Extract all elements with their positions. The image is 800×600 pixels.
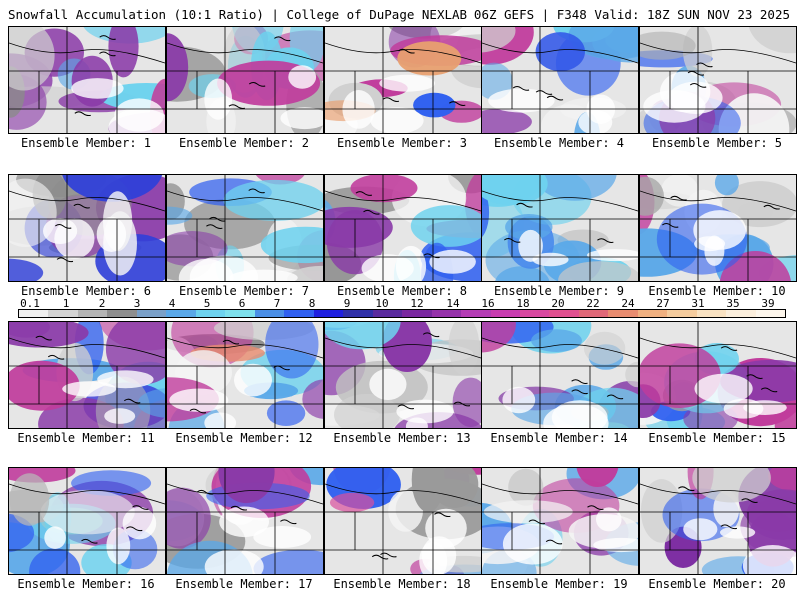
ensemble-member-map: [639, 467, 797, 575]
ensemble-member-map: [639, 321, 797, 429]
ensemble-member-label: Ensemble Member: 8: [336, 284, 468, 298]
ensemble-member-map: [324, 467, 482, 575]
colorbar-segment: [372, 310, 403, 317]
ensemble-member-label: Ensemble Member: 17: [175, 577, 313, 591]
ensemble-member-label: Ensemble Member: 7: [178, 284, 310, 298]
ensemble-member-map: [8, 467, 166, 575]
ensemble-member-map: [324, 26, 482, 134]
colorbar-segment: [578, 310, 609, 317]
colorbar-segment: [48, 310, 78, 317]
colorbar-tick-label: 24: [621, 297, 635, 310]
ensemble-member-label: Ensemble Member: 11: [17, 431, 155, 445]
colorbar-tick-label: 8: [308, 297, 316, 310]
ensemble-member-map: [166, 26, 324, 134]
colorbar-segment: [608, 310, 638, 317]
colorbar-segment: [225, 310, 255, 317]
model-run-info: 06Z GEFS | F348 Valid: 18Z SUN NOV 23 20…: [473, 7, 790, 22]
ensemble-member-map: [166, 321, 324, 429]
ensemble-member-label: Ensemble Member: 4: [493, 136, 625, 150]
colorbar-tick-label: 22: [586, 297, 600, 310]
ensemble-member-map: [324, 174, 482, 282]
colorbar-segment: [343, 310, 373, 317]
ensemble-member-label: Ensemble Member: 6: [20, 284, 152, 298]
colorbar-tick-label: 5: [203, 297, 211, 310]
ensemble-member-label: Ensemble Member: 1: [20, 136, 152, 150]
ensemble-member-label: Ensemble Member: 10: [648, 284, 786, 298]
colorbar-segment: [519, 310, 550, 317]
colorbar-segment: [195, 310, 226, 317]
ensemble-member-label: Ensemble Member: 2: [178, 136, 310, 150]
colorbar-segment: [136, 310, 167, 317]
colorbar-tick-label: 16: [481, 297, 495, 310]
colorbar-segment: [254, 310, 285, 317]
colorbar-tick-label: 0.1: [20, 297, 40, 310]
colorbar-segment: [107, 310, 137, 317]
colorbar-tick-label: 27: [656, 297, 670, 310]
colorbar-segment: [637, 310, 668, 317]
colorbar-segment: [726, 310, 756, 317]
colorbar-tick-label: 18: [516, 297, 530, 310]
ensemble-member-label: Ensemble Member: 18: [333, 577, 471, 591]
ensemble-member-label: Ensemble Member: 13: [333, 431, 471, 445]
ensemble-member-map: [8, 174, 166, 282]
colorbar-tick-label: 31: [691, 297, 705, 310]
ensemble-member-label: Ensemble Member: 16: [17, 577, 155, 591]
colorbar-tick-label: 14: [446, 297, 460, 310]
colorbar-segment: [696, 310, 727, 317]
colorbar-tick-label: 39: [761, 297, 775, 310]
colorbar-segment: [313, 310, 344, 317]
colorbar-tick-label: 7: [273, 297, 281, 310]
ensemble-member-label: Ensemble Member: 12: [175, 431, 313, 445]
ensemble-member-map: [481, 174, 639, 282]
ensemble-member-map: [166, 174, 324, 282]
colorbar-segment: [461, 310, 491, 317]
colorbar-segment: [431, 310, 462, 317]
ensemble-member-label: Ensemble Member: 20: [648, 577, 786, 591]
ensemble-member-label: Ensemble Member: 15: [648, 431, 786, 445]
colorbar-tick-label: 1: [62, 297, 70, 310]
ensemble-member-map: [324, 321, 482, 429]
colorbar-tick-label: 9: [343, 297, 351, 310]
colorbar-segment: [549, 310, 579, 317]
colorbar-segment: [402, 310, 432, 317]
ensemble-member-map: [8, 26, 166, 134]
colorbar-tick-label: 4: [168, 297, 176, 310]
colorbar-segment: [19, 310, 49, 317]
colorbar-tick-label: 3: [133, 297, 141, 310]
ensemble-member-map: [8, 321, 166, 429]
colorbar-segment: [755, 310, 786, 317]
colorbar-tick-label: 35: [726, 297, 740, 310]
colorbar-tick-label: 2: [98, 297, 106, 310]
ensemble-member-map: [166, 467, 324, 575]
ensemble-member-map: [481, 467, 639, 575]
colorbar-segment: [284, 310, 314, 317]
colorbar-segment: [667, 310, 697, 317]
ensemble-member-label: Ensemble Member: 3: [336, 136, 468, 150]
ensemble-member-map: [639, 174, 797, 282]
ensemble-member-label: Ensemble Member: 5: [651, 136, 783, 150]
colorbar-tick-label: 12: [410, 297, 424, 310]
colorbar-tick-label: 10: [375, 297, 389, 310]
colorbar-tick-label: 20: [551, 297, 565, 310]
colorbar-segment: [77, 310, 108, 317]
ensemble-member-label: Ensemble Member: 14: [490, 431, 628, 445]
ensemble-member-map: [481, 321, 639, 429]
ensemble-member-map: [639, 26, 797, 134]
colorbar-tick-label: 6: [238, 297, 246, 310]
ensemble-member-map: [481, 26, 639, 134]
colorbar-segment: [490, 310, 520, 317]
colorbar-segment: [166, 310, 196, 317]
snowfall-colorbar: [18, 309, 786, 318]
ensemble-member-label: Ensemble Member: 9: [493, 284, 625, 298]
map-title: Snowfall Accumulation (10:1 Ratio) | Col…: [8, 7, 468, 22]
ensemble-member-label: Ensemble Member: 19: [490, 577, 628, 591]
